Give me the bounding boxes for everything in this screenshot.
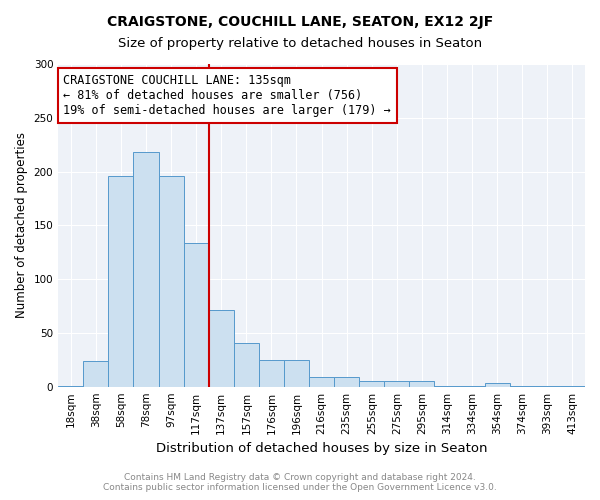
- Bar: [485, 384, 510, 386]
- Bar: [409, 382, 434, 386]
- Text: Size of property relative to detached houses in Seaton: Size of property relative to detached ho…: [118, 38, 482, 51]
- Bar: [158, 176, 184, 386]
- Text: CRAIGSTONE COUCHILL LANE: 135sqm
← 81% of detached houses are smaller (756)
19% : CRAIGSTONE COUCHILL LANE: 135sqm ← 81% o…: [64, 74, 391, 116]
- Bar: [309, 377, 334, 386]
- Text: Contains HM Land Registry data © Crown copyright and database right 2024.
Contai: Contains HM Land Registry data © Crown c…: [103, 473, 497, 492]
- Y-axis label: Number of detached properties: Number of detached properties: [15, 132, 28, 318]
- Bar: [385, 382, 409, 386]
- Bar: [109, 176, 133, 386]
- X-axis label: Distribution of detached houses by size in Seaton: Distribution of detached houses by size …: [156, 442, 487, 455]
- Bar: [359, 382, 385, 386]
- Text: CRAIGSTONE, COUCHILL LANE, SEATON, EX12 2JF: CRAIGSTONE, COUCHILL LANE, SEATON, EX12 …: [107, 15, 493, 29]
- Bar: [83, 361, 109, 386]
- Bar: [334, 377, 359, 386]
- Bar: [234, 342, 259, 386]
- Bar: [133, 152, 158, 386]
- Bar: [184, 242, 209, 386]
- Bar: [259, 360, 284, 386]
- Bar: [284, 360, 309, 386]
- Bar: [209, 310, 234, 386]
